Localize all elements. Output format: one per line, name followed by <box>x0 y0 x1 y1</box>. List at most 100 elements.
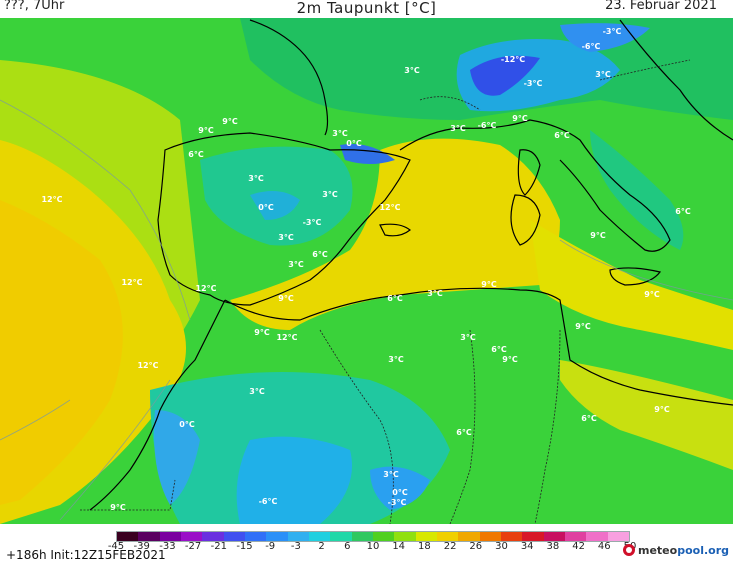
contour-label: -3°C <box>303 218 322 227</box>
contour-label: 6°C <box>312 250 328 259</box>
color-scale-tick: 22 <box>443 541 457 552</box>
contour-label: 3°C <box>427 289 443 298</box>
contour-label: 3°C <box>383 470 399 479</box>
field-region-alps-core <box>470 55 540 96</box>
color-scale-swatch <box>351 532 373 541</box>
map-title: 2m Taupunkt [°C] <box>296 0 437 17</box>
color-scale-swatch <box>372 532 395 541</box>
map-header: ???, 7Uhr 2m Taupunkt [°C] 23. Februar 2… <box>0 0 733 18</box>
contour-label: -6°C <box>478 121 497 130</box>
color-scale-swatch <box>586 532 608 541</box>
color-scale-tick: -3 <box>290 541 301 552</box>
contour-label: 3°C <box>249 387 265 396</box>
color-scale-swatch <box>138 532 160 541</box>
contour-label: 9°C <box>644 290 660 299</box>
run-info-label: +186h Init:12Z15FEB2021 <box>6 548 166 562</box>
color-scale-tick: 26 <box>469 541 483 552</box>
brand-logo[interactable]: meteopool.org <box>623 544 729 557</box>
color-scale-swatch <box>330 532 352 541</box>
contour-label: 9°C <box>575 322 591 331</box>
color-scale-tick: -27 <box>184 541 202 552</box>
color-scale-swatch <box>266 532 288 541</box>
contour-label: 0°C <box>346 139 362 148</box>
contour-label: 6°C <box>387 294 403 303</box>
contour-label: 9°C <box>278 294 294 303</box>
contour-label: -3°C <box>603 27 622 36</box>
brand-suffix: pool.org <box>677 544 729 557</box>
contour-label: 3°C <box>595 70 611 79</box>
contour-label: -3°C <box>524 79 543 88</box>
contour-label: 9°C <box>590 231 606 240</box>
color-scale-ticks: -45 -39 -33 -27 -21 -15 -9 -3 2 6 10 14 18 22 26 30 34 38… <box>108 541 637 555</box>
color-scale-swatch <box>436 532 459 541</box>
color-scale-tick: 30 <box>495 541 508 552</box>
contour-label: 6°C <box>188 150 204 159</box>
contour-label: 12°C <box>137 361 158 370</box>
coastlines <box>89 19 733 511</box>
field-region-atlas <box>154 410 200 505</box>
color-scale-swatch <box>117 532 139 541</box>
contour-label: 9°C <box>222 117 238 126</box>
color-scale-tick: 18 <box>418 541 431 552</box>
contour-label: 3°C <box>278 233 294 242</box>
color-scale-tick: 34 <box>520 541 534 552</box>
contour-label: 9°C <box>110 503 126 512</box>
color-scale-swatch <box>522 532 544 541</box>
contour-label: 9°C <box>654 405 670 414</box>
field-region-atlantic-core <box>0 200 123 505</box>
contour-label: 12°C <box>195 284 216 293</box>
color-scale-swatch <box>223 532 245 541</box>
brand-prefix: meteo <box>638 544 678 557</box>
contour-label: 3°C <box>248 174 264 183</box>
valid-time-label: ???, 7Uhr <box>4 0 65 13</box>
contour-label: 3°C <box>288 260 304 269</box>
contour-label: 6°C <box>581 414 597 423</box>
color-scale-tick: -9 <box>265 541 276 552</box>
contour-label: 0°C <box>258 203 274 212</box>
map-canvas: 9°C 9°C 6°C 3°C 0°C 3°C 3°C -6°C 9°C 6°C -12°C -3°C… <box>0 18 733 524</box>
contour-label: 3°C <box>460 333 476 342</box>
color-scale-swatch <box>159 532 181 541</box>
contour-label: 9°C <box>502 355 518 364</box>
contour-label: 0°C <box>392 488 408 497</box>
color-scale-swatch <box>180 532 203 541</box>
color-scale-tick: -33 <box>159 541 176 552</box>
field-region-italy <box>590 130 684 250</box>
color-scale-tick: 10 <box>366 541 380 552</box>
color-scale-tick: -21 <box>210 541 227 552</box>
color-scale-tick: -45 <box>107 541 125 552</box>
meteopool-logo-icon <box>623 544 635 556</box>
color-scale-swatch <box>479 532 501 541</box>
color-scale-swatch <box>500 532 523 541</box>
contour-label: 6°C <box>554 131 570 140</box>
field-region-sahara-core <box>236 436 352 524</box>
color-scale-swatch <box>287 532 309 541</box>
contour-label: 12°C <box>41 195 62 204</box>
contour-label: 6°C <box>675 207 691 216</box>
contour-label: 12°C <box>379 203 400 212</box>
contour-label: 3°C <box>450 124 466 133</box>
contour-label: -12°C <box>501 55 525 64</box>
contour-label: -6°C <box>582 42 601 51</box>
color-scale-swatch <box>607 532 629 541</box>
color-scale-swatch <box>244 532 267 541</box>
color-scale-tick: 6 <box>344 541 351 552</box>
contour-labels: 9°C 9°C 6°C 3°C 0°C 3°C 3°C -6°C 9°C 6°C -12°C -3°C… <box>41 27 690 512</box>
color-scale-swatch <box>564 532 587 541</box>
color-scale-swatch <box>394 532 416 541</box>
color-scale-swatch <box>308 532 331 541</box>
contour-label: 3°C <box>404 66 420 75</box>
field-region-hoggar <box>370 466 430 510</box>
color-scale-tick: 14 <box>392 541 406 552</box>
color-scale <box>116 531 630 542</box>
borders <box>80 59 691 524</box>
color-scale-tick: 46 <box>597 541 611 552</box>
contour-label: 9°C <box>254 328 270 337</box>
contour-label: -3°C <box>388 498 407 507</box>
contour-label: -6°C <box>259 497 278 506</box>
field-region-meseta <box>250 191 300 220</box>
field-region-libya-coast <box>560 360 733 470</box>
color-scale-swatch <box>202 532 224 541</box>
contour-label: 12°C <box>121 278 142 287</box>
contour-label: 9°C <box>481 280 497 289</box>
